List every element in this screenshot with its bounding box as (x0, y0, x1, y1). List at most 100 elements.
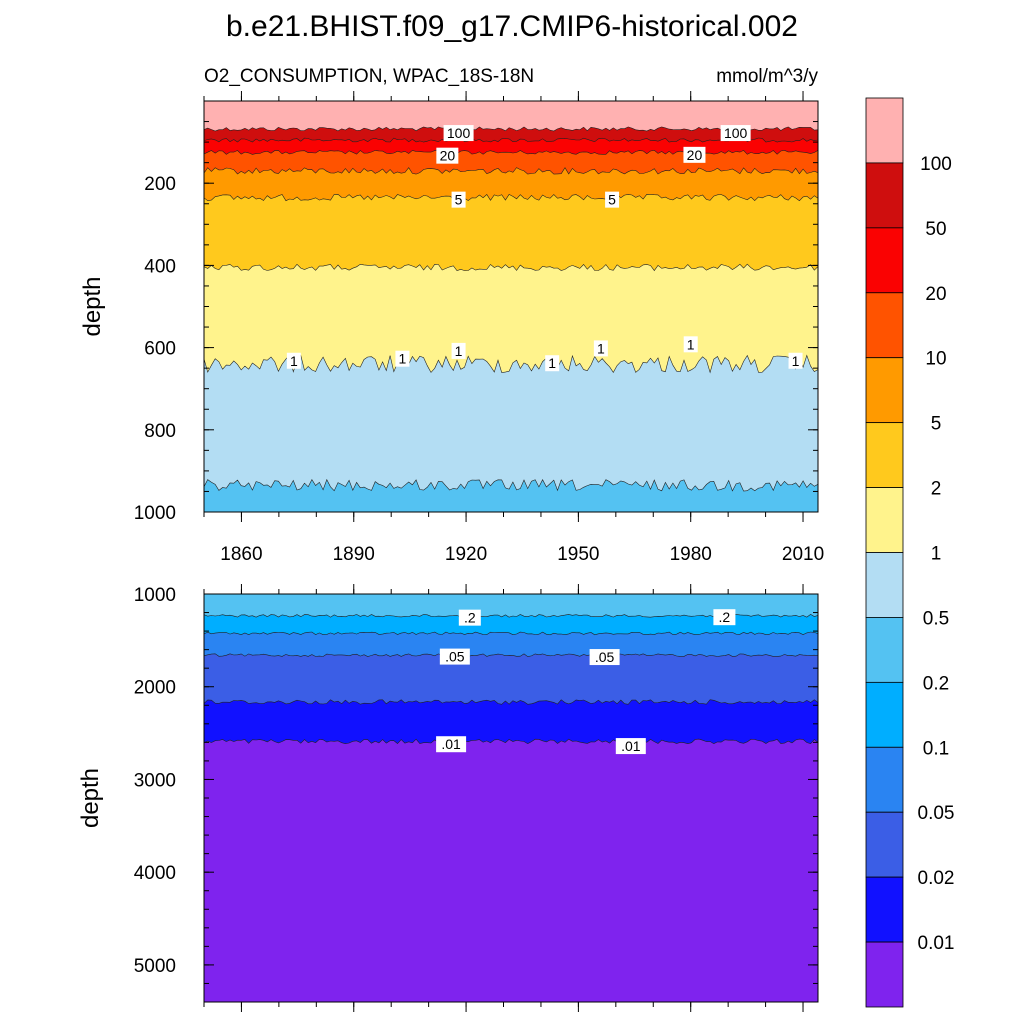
contour-label: .05 (589, 649, 620, 666)
contour-label: .2 (713, 609, 736, 626)
colorbar-swatch (865, 422, 904, 488)
colorbar-tick-label: 5 (931, 414, 942, 435)
contour-line (204, 193, 818, 202)
colorbar-swatch (865, 681, 904, 748)
colorbar-swatch (865, 357, 904, 424)
colorbar-tick-label: 0.2 (923, 673, 949, 694)
colorbar-tick-label: 0.05 (918, 803, 955, 824)
colorbar-tick-label: 0.1 (923, 738, 949, 759)
colorbar-swatch (865, 487, 904, 553)
contour-label-text: 1 (455, 343, 463, 359)
contour-label-box (458, 609, 481, 626)
contour-label: .2 (458, 609, 481, 626)
contour-label-box (605, 191, 620, 208)
contour-label-text: 100 (447, 125, 471, 141)
units-subtitle: mmol/m^3/y (716, 66, 818, 87)
contour-line (204, 354, 818, 374)
contour-line (204, 738, 818, 745)
colorbar-tick-label: 0.02 (918, 868, 955, 889)
x-tick-label: 1980 (670, 544, 712, 565)
colorbar-tick-label: 0.01 (918, 933, 955, 954)
contour-label: 100 (720, 125, 751, 142)
contour-label-text: 1 (687, 336, 695, 352)
colorbar-tick-label: 20 (925, 284, 946, 305)
contour-field: .2 .2 .05 .05 .01 .01 (204, 594, 818, 1002)
colorbar-swatch (865, 552, 904, 618)
contour-label-text: .05 (595, 649, 615, 665)
x-tick-label: 1920 (445, 544, 487, 565)
contour-label-text: .01 (441, 736, 461, 752)
contour-label: 20 (436, 147, 459, 164)
colorbar-tick-label: 0.5 (923, 608, 949, 629)
contour-label-box (720, 125, 751, 142)
contour-label: 5 (605, 191, 620, 208)
contour-label-text: 1 (792, 353, 800, 369)
contour-label: 20 (683, 146, 706, 163)
contour-label-box (436, 147, 459, 164)
x-tick-label: 1860 (220, 544, 262, 565)
y-tick-label: 800 (144, 421, 176, 442)
contour-label-box (713, 609, 736, 626)
contour-label: 1 (545, 355, 560, 372)
contour-label-text: 20 (440, 148, 456, 164)
contour-line (204, 631, 818, 636)
contour-label-box (451, 342, 466, 359)
y-tick-label: 4000 (134, 863, 176, 884)
x-tick-label: 1890 (333, 544, 375, 565)
y-tick-label: 3000 (134, 770, 176, 791)
contour-label-box (439, 648, 470, 665)
lower-depth-panel: .2 .2 .05 .05 .01 .01 1000 2000 3000 4000 5000 dept… (77, 584, 819, 1012)
y-tick-label: 2000 (134, 678, 176, 699)
contour-label: .01 (436, 736, 467, 753)
contour-label-box (545, 355, 560, 372)
y-tick-label: 1000 (134, 585, 176, 606)
contour-label: 5 (451, 191, 466, 208)
contour-line (204, 137, 818, 143)
contour-label: 1 (286, 352, 301, 369)
contour-band (204, 479, 818, 512)
contour-label-text: .2 (464, 610, 476, 626)
contour-label-text: .01 (621, 738, 641, 754)
contour-label-box (451, 191, 466, 208)
contour-label-box (683, 336, 698, 353)
colorbar-swatch (865, 227, 904, 294)
colorbar-tick-label: 10 (925, 349, 946, 370)
colorbar-swatch (865, 617, 904, 683)
contour-line (204, 653, 818, 657)
y-tick-label: 600 (144, 339, 176, 360)
contour-label: .05 (439, 648, 470, 665)
contour-label-text: 5 (608, 192, 616, 208)
contour-label-text: 1 (548, 355, 556, 371)
y-tick-label: 5000 (134, 956, 176, 977)
colorbar-tick-label: 100 (920, 154, 952, 175)
contour-label-text: .05 (445, 649, 465, 665)
contour-line (204, 167, 818, 175)
y-tick-label: 400 (144, 256, 176, 277)
x-tick-label: 1950 (557, 544, 599, 565)
colorbar-swatch (865, 876, 904, 943)
colorbar-tick-label: 2 (931, 479, 942, 500)
contour-line (204, 699, 818, 705)
contour-field: 100 100 20 20 5 5 1 1 1 1 1 1 1 (204, 101, 818, 512)
colorbar-swatch (865, 97, 904, 164)
contour-label-box (395, 350, 410, 367)
contour-label-text: 1 (290, 353, 298, 369)
x-tick-label: 2010 (782, 544, 824, 565)
y-axis-label: depth (79, 276, 106, 336)
contour-line (204, 126, 818, 132)
contour-label-text: 1 (399, 351, 407, 367)
contour-line (204, 149, 818, 155)
left-subtitle: O2_CONSUMPTION, WPAC_18S-18N (204, 66, 534, 87)
colorbar-tick-label: 50 (925, 219, 946, 240)
figure-title: b.e21.BHIST.f09_g17.CMIP6-historical.002 (226, 10, 798, 43)
contour-label-text: 20 (687, 147, 703, 163)
colorbar-swatch (865, 941, 904, 1008)
contour-label: 1 (788, 352, 803, 369)
contour-label-text: 100 (724, 125, 748, 141)
contour-label: 100 (443, 125, 474, 142)
contour-label: 1 (683, 336, 698, 353)
y-axis-label: depth (77, 768, 104, 828)
contour-label-box (615, 738, 646, 755)
contour-label-box (436, 736, 467, 753)
